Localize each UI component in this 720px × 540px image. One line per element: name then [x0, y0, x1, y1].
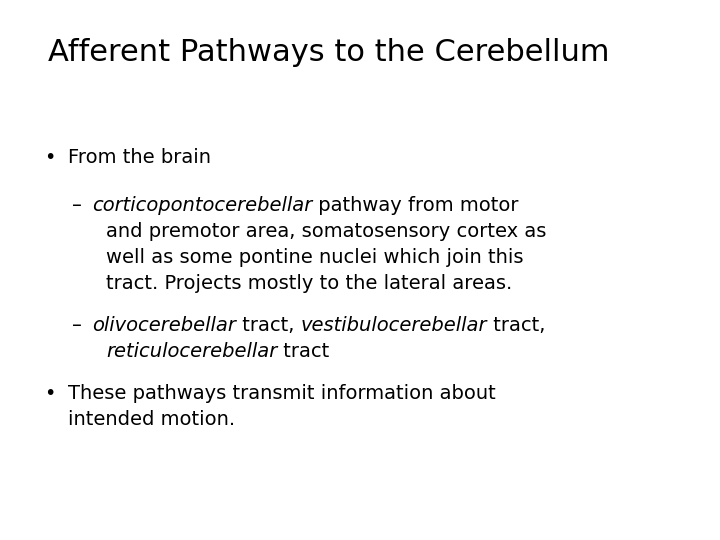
- Text: •: •: [44, 384, 55, 403]
- Text: pathway from motor: pathway from motor: [312, 196, 518, 215]
- Text: intended motion.: intended motion.: [68, 410, 235, 429]
- Text: tract,: tract,: [236, 316, 300, 335]
- Text: –: –: [72, 316, 82, 335]
- Text: Afferent Pathways to the Cerebellum: Afferent Pathways to the Cerebellum: [48, 38, 610, 67]
- Text: well as some pontine nuclei which join this: well as some pontine nuclei which join t…: [106, 248, 523, 267]
- Text: olivocerebellar: olivocerebellar: [92, 316, 236, 335]
- Text: From the brain: From the brain: [68, 148, 211, 167]
- Text: and premotor area, somatosensory cortex as: and premotor area, somatosensory cortex …: [106, 222, 546, 241]
- Text: tract,: tract,: [487, 316, 545, 335]
- Text: reticulocerebellar: reticulocerebellar: [106, 342, 277, 361]
- Text: These pathways transmit information about: These pathways transmit information abou…: [68, 384, 496, 403]
- Text: vestibulocerebellar: vestibulocerebellar: [300, 316, 487, 335]
- Text: –: –: [72, 196, 82, 215]
- Text: corticopontocerebellar: corticopontocerebellar: [92, 196, 312, 215]
- Text: •: •: [44, 148, 55, 167]
- Text: tract. Projects mostly to the lateral areas.: tract. Projects mostly to the lateral ar…: [106, 274, 512, 293]
- Text: tract: tract: [277, 342, 330, 361]
